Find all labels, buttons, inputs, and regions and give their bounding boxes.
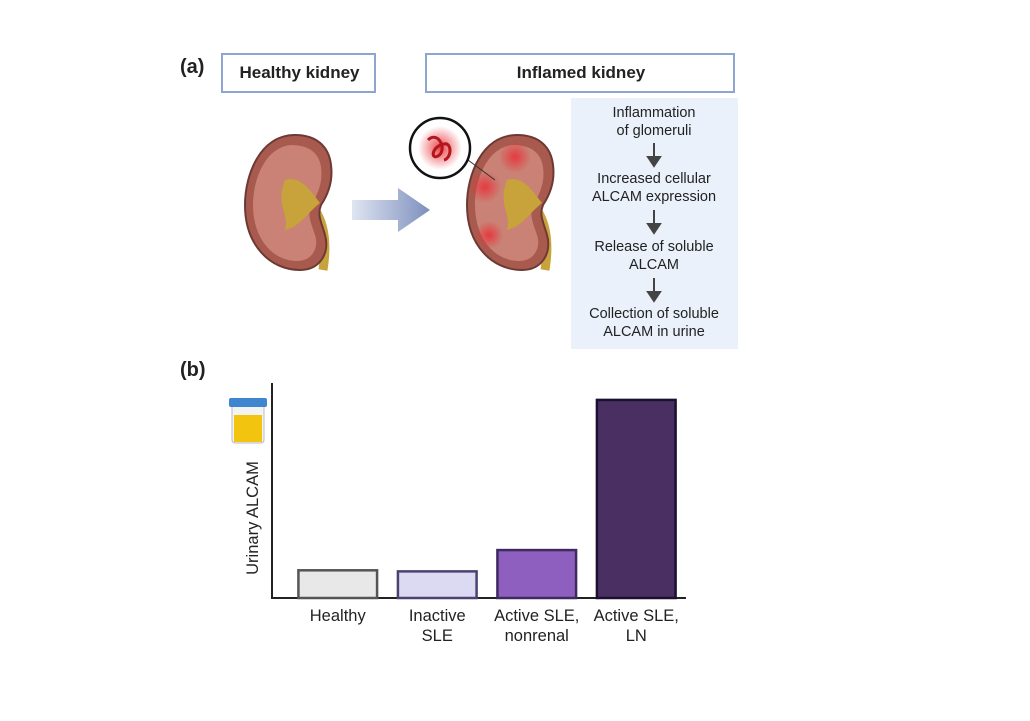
step-text: Increased cellular ALCAM expression	[591, 171, 717, 205]
x-tick-label: Active SLE, nonrenal	[494, 607, 580, 645]
box	[425, 53, 735, 93]
box	[221, 53, 376, 93]
bar	[297, 569, 379, 600]
x-tick-label: Healthy	[309, 607, 366, 625]
big-arrow	[352, 188, 430, 232]
bar	[595, 398, 677, 600]
step-arrows	[646, 143, 662, 303]
inflamed-kidney	[465, 133, 555, 272]
zoom-line	[467, 159, 496, 181]
bar	[496, 548, 578, 600]
step-text: Inflammation of glomeruli	[612, 105, 696, 139]
step-text: Release of soluble ALCAM	[594, 239, 714, 273]
y-axis-label: Urinary ALCAM	[244, 461, 262, 575]
urine-cup	[229, 398, 267, 444]
panel-label: (b)	[180, 359, 206, 381]
panel-label: (a)	[180, 56, 205, 78]
box-title: Healthy kidney	[239, 63, 360, 82]
x-tick-label: Inactive SLE	[408, 607, 466, 645]
x-tick-label: Active SLE, LN	[593, 607, 679, 645]
healthy-kidney	[243, 133, 333, 272]
step-text: Collection of soluble ALCAM in urine	[589, 306, 719, 340]
bar	[396, 570, 478, 600]
box-title: Inflamed kidney	[516, 63, 646, 82]
zoom-circle	[408, 116, 472, 180]
